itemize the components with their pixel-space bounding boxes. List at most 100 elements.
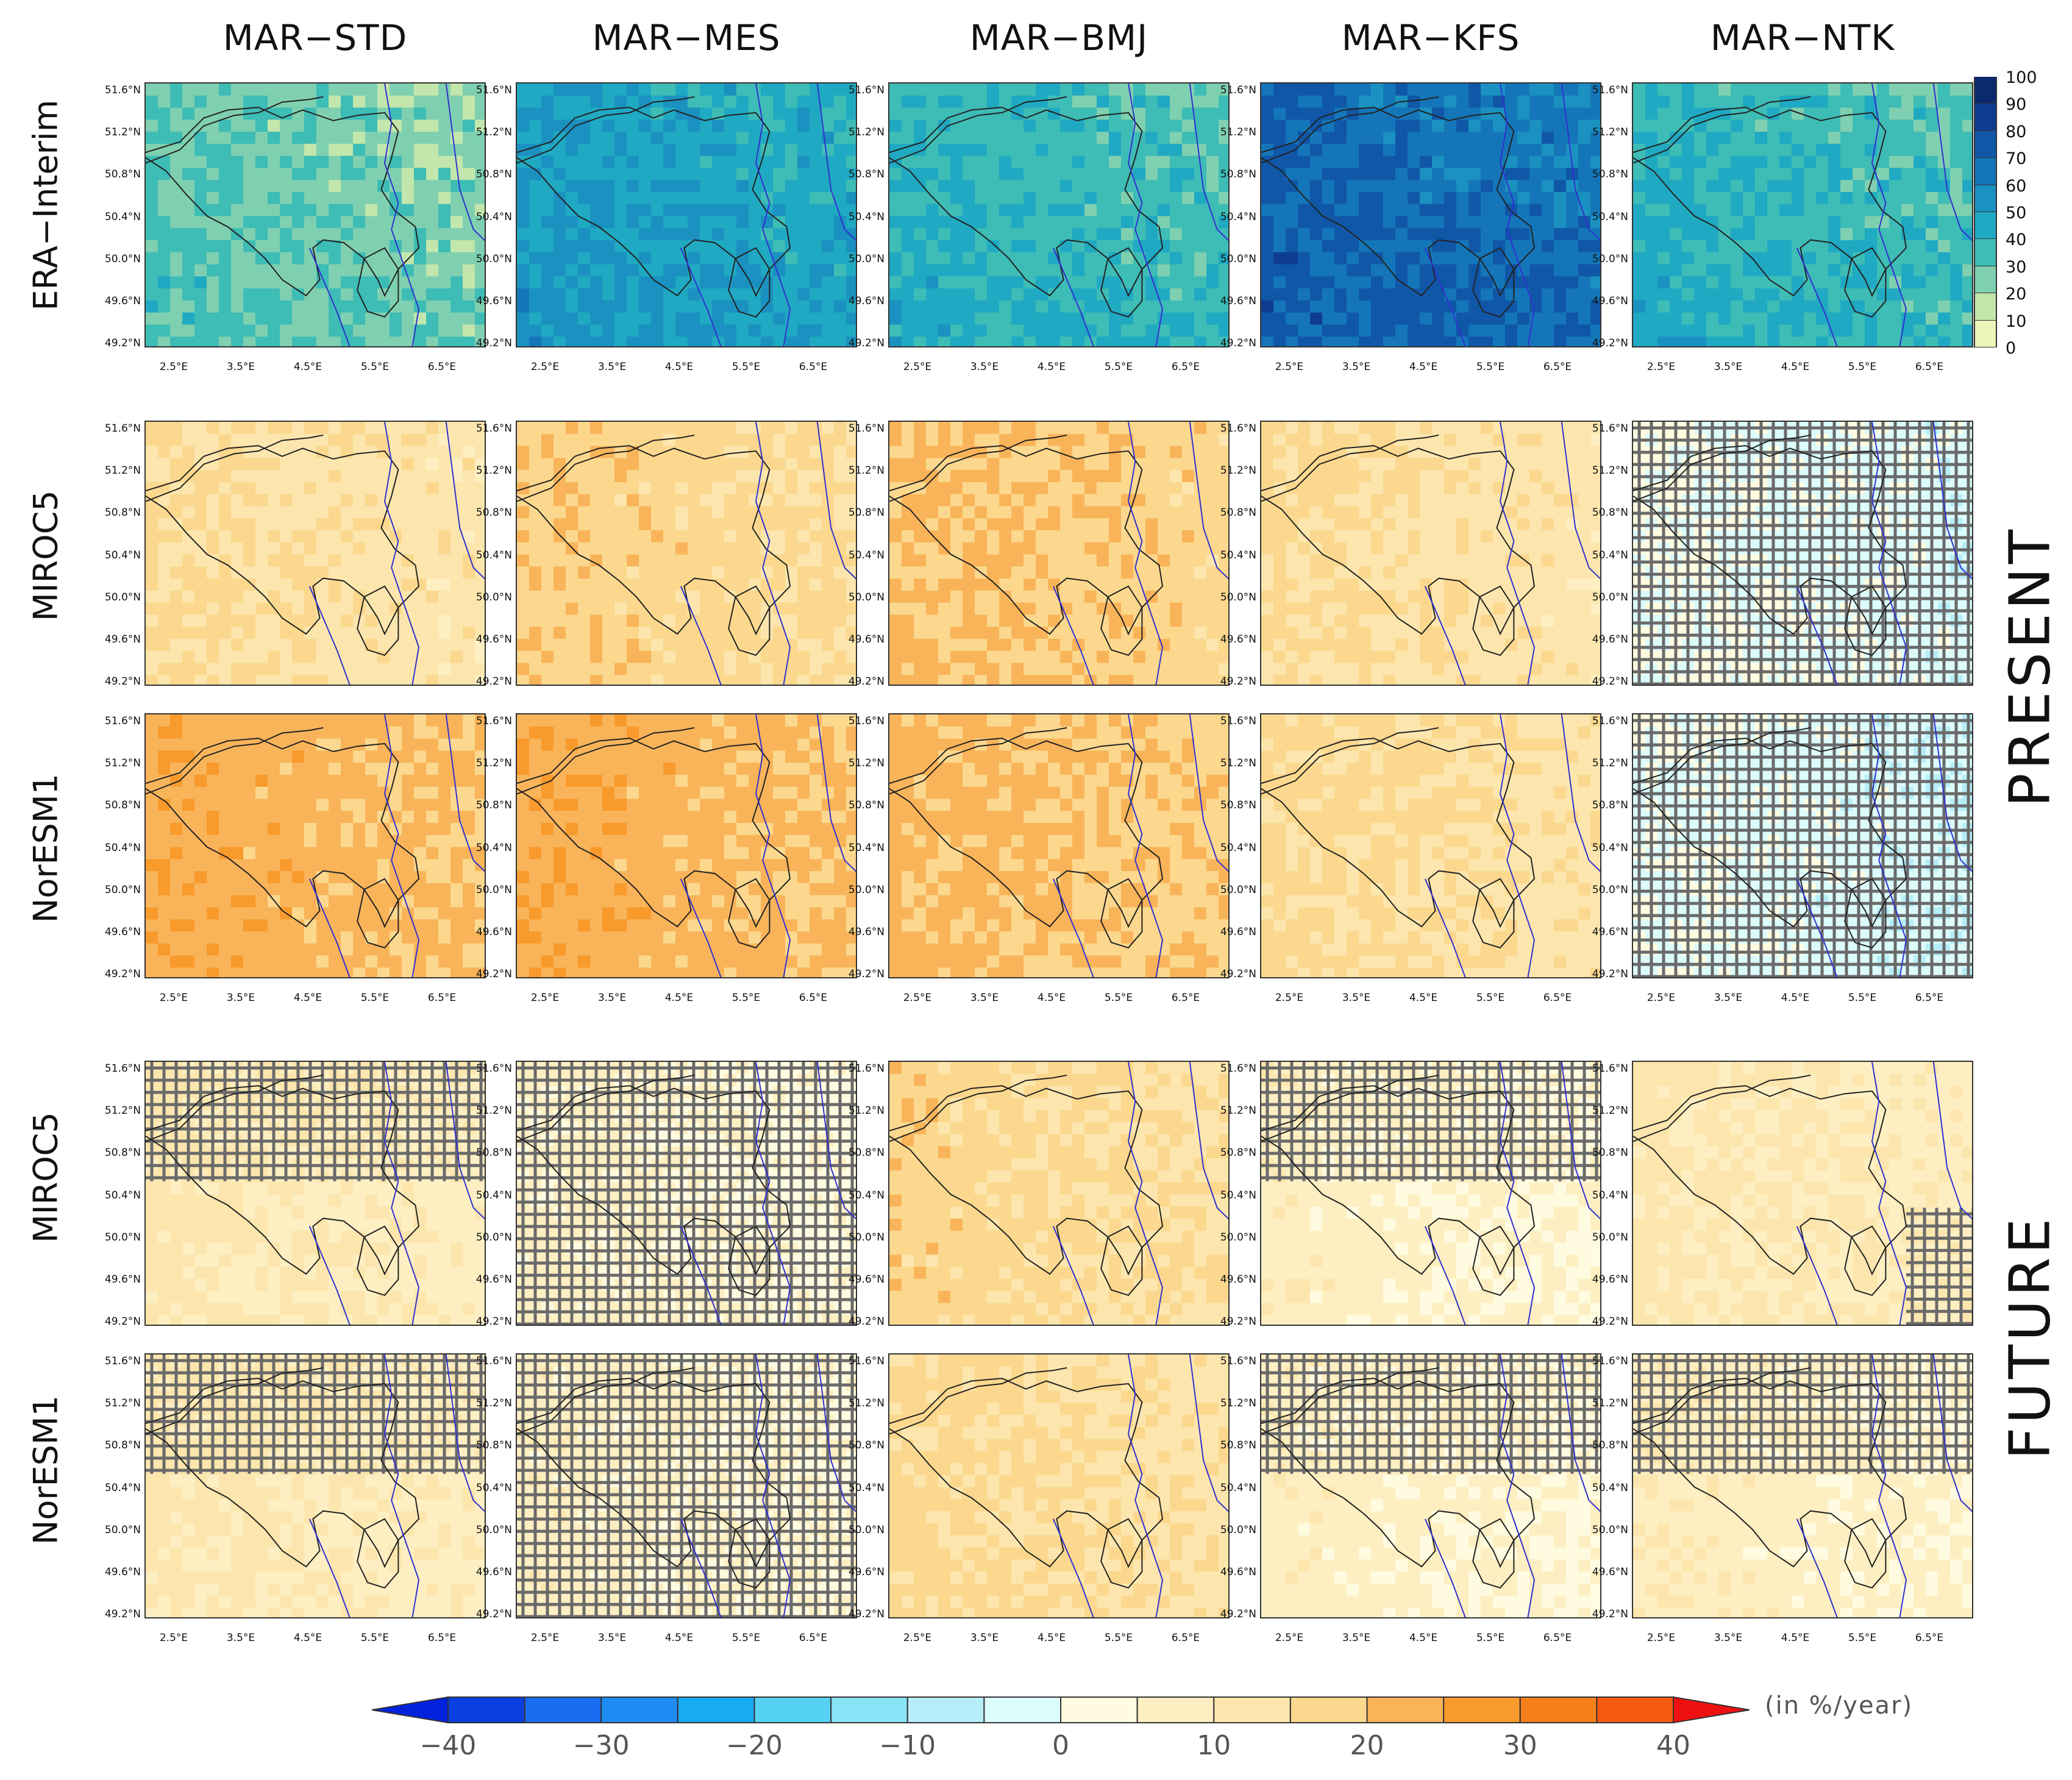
heatmap-cell [1529, 276, 1542, 289]
heatmap-cell [1286, 191, 1298, 205]
heatmap-cell [1950, 180, 1963, 193]
heatmap-cell [950, 470, 963, 483]
heatmap-cell [1420, 95, 1433, 109]
heatmap-cell [377, 422, 390, 435]
heatmap-cell [846, 530, 856, 543]
heatmap-cell [1109, 458, 1122, 471]
heatmap-cell [1828, 191, 1841, 205]
heatmap-cell [1334, 336, 1347, 346]
heatmap-cell [1024, 216, 1036, 229]
heatmap-cell [377, 590, 390, 603]
heatmap-cell [1109, 554, 1122, 567]
heatmap-cell [554, 276, 566, 289]
heatmap-cell [834, 638, 847, 652]
heatmap-cell [1657, 143, 1670, 157]
heatmap-cell [785, 84, 798, 96]
heatmap-cell [463, 324, 475, 337]
heatmap-cell [365, 252, 378, 265]
heatmap-cell [377, 470, 390, 483]
heatmap-cell [566, 433, 579, 447]
heatmap-cell [1036, 663, 1048, 675]
heatmap-cell [1145, 627, 1158, 639]
heatmap-cell [517, 180, 530, 193]
heatmap-cell [280, 578, 293, 591]
heatmap-cell [1219, 590, 1228, 603]
heatmap-cell [1962, 300, 1972, 313]
heatmap-cell [1109, 638, 1122, 652]
heatmap-cell [426, 132, 439, 144]
heatmap-cell [914, 288, 927, 301]
heatmap-cell [1206, 506, 1219, 519]
heatmap-cell [463, 312, 475, 326]
heatmap-cell [1408, 168, 1420, 180]
heatmap-cell [1060, 482, 1073, 495]
heatmap-cell [1706, 84, 1719, 96]
heatmap-cell [785, 614, 798, 627]
river [1189, 84, 1228, 241]
heatmap-cell [602, 458, 615, 471]
heatmap-cell [365, 614, 378, 627]
heatmap-cell [950, 578, 963, 591]
heatmap-cell [724, 132, 737, 144]
heatmap-cell [1182, 264, 1195, 277]
heatmap-cell [1950, 132, 1963, 144]
heatmap-cell [207, 228, 219, 241]
heatmap-cell [194, 602, 207, 615]
heatmap-cell [1938, 300, 1951, 313]
heatmap-cell [517, 602, 530, 615]
heatmap-cell [889, 675, 902, 685]
heatmap-cell [517, 530, 530, 543]
heatmap-cell [554, 675, 566, 685]
heatmap-cell [1286, 168, 1298, 180]
heatmap-cell [1048, 288, 1061, 301]
heatmap-cell [1334, 204, 1347, 217]
heatmap-cell [1158, 155, 1170, 169]
heatmap-cell [1133, 627, 1146, 639]
heatmap-cell [987, 312, 1000, 326]
heatmap-cell [926, 132, 939, 144]
heatmap-cell [1779, 204, 1792, 217]
heatmap-cell [517, 84, 530, 96]
heatmap-cell [1792, 143, 1804, 157]
heatmap-cell [194, 627, 207, 639]
heatmap-cell [1779, 155, 1792, 169]
heatmap-cell [377, 300, 390, 313]
heatmap-cell [627, 422, 639, 435]
heatmap-cell [182, 324, 195, 337]
heatmap-cell [1048, 95, 1061, 109]
heatmap-cell [1298, 84, 1311, 96]
heatmap-cell [1261, 119, 1274, 132]
heatmap-cell [822, 180, 835, 193]
heatmap-cell [1889, 84, 1902, 96]
heatmap-cell [1926, 288, 1938, 301]
heatmap-cell [194, 650, 207, 664]
heatmap-cell [1194, 506, 1207, 519]
heatmap-cell [450, 191, 463, 205]
heatmap-cell [304, 95, 317, 109]
heatmap-cell [1743, 155, 1756, 169]
heatmap-cell [353, 168, 366, 180]
heatmap-cell [292, 119, 305, 132]
heatmap-cell [517, 675, 530, 685]
heatmap-cell [1804, 132, 1817, 144]
heatmap-cell [700, 675, 713, 685]
heatmap-cell [1133, 264, 1146, 277]
heatmap-cell [797, 324, 810, 337]
heatmap-cell [475, 433, 485, 447]
heatmap-cell [1194, 650, 1207, 664]
heatmap-cell [950, 627, 963, 639]
heatmap-cell [1420, 119, 1433, 132]
heatmap-cell [736, 433, 749, 447]
heatmap-cell [1840, 264, 1853, 277]
heatmap-cell [1853, 84, 1865, 96]
heatmap-cell [590, 663, 603, 675]
heatmap-cell [1444, 119, 1457, 132]
heatmap-cell [390, 324, 402, 337]
heatmap-cell [700, 252, 713, 265]
heatmap-cell [541, 204, 554, 217]
heatmap-cell [541, 433, 554, 447]
heatmap-cell [639, 312, 652, 326]
heatmap-cell [1109, 240, 1122, 253]
heatmap-cell [377, 530, 390, 543]
heatmap-cell [614, 530, 627, 543]
